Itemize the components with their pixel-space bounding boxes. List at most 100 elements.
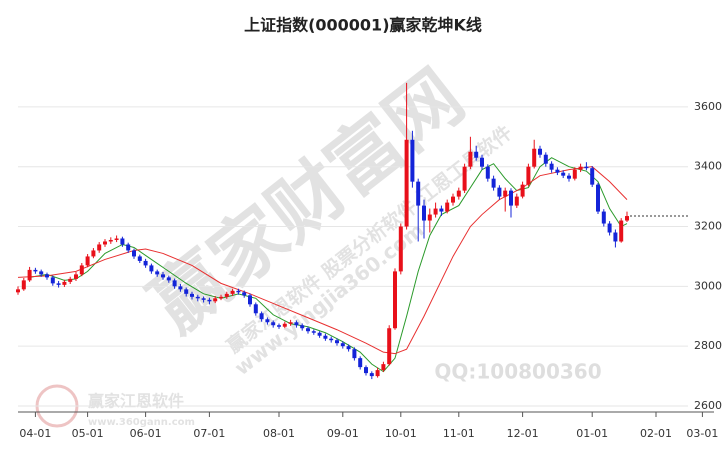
candle-body: [340, 343, 345, 347]
candle-body: [625, 216, 629, 221]
candle-body: [480, 157, 484, 167]
candle-body: [265, 319, 270, 323]
candle-body: [224, 293, 229, 297]
candle-body: [271, 322, 276, 326]
candle-body: [306, 328, 310, 332]
candle-body: [33, 269, 38, 272]
candle-body: [549, 163, 554, 170]
candle-body: [300, 325, 305, 329]
candle-body: [143, 260, 148, 266]
x-tick-label: 02-01: [640, 427, 672, 440]
candle-body: [543, 154, 548, 164]
candle-body: [248, 295, 252, 305]
candle-body: [439, 208, 444, 212]
x-tick-label: 10-01: [385, 427, 417, 440]
x-tick-label: 08-01: [263, 427, 295, 440]
candle-body: [219, 296, 223, 299]
candle-body: [288, 322, 293, 324]
y-tick-label: 2800: [694, 339, 722, 352]
candle-body: [132, 250, 136, 257]
y-tick-label: 3400: [694, 160, 722, 173]
y-tick-label: 3200: [694, 220, 722, 233]
candle-body: [97, 244, 102, 251]
candle-body: [375, 370, 380, 377]
candle-body: [166, 277, 171, 281]
candle-body: [445, 202, 450, 212]
candle-body: [155, 271, 160, 275]
y-tick-label: 3600: [694, 100, 722, 113]
plot: 2600 2800 3000 3200 3400 3600 04-01 05-01 06-01 0…: [16, 82, 722, 440]
candle-body: [213, 298, 218, 302]
candle-body: [601, 211, 606, 224]
candle-body: [294, 322, 299, 326]
candle-body: [68, 278, 73, 282]
watermark: QQ:100800360: [434, 360, 601, 384]
candle-body: [433, 208, 438, 215]
candle-body: [572, 169, 577, 179]
candle-body: [381, 364, 386, 371]
candle-body: [346, 346, 351, 350]
candle-body: [137, 256, 142, 261]
candle-body: [578, 166, 583, 170]
candle-body: [462, 166, 467, 191]
candle-body: [184, 289, 189, 294]
x-tick-label: 06-01: [130, 427, 162, 440]
candle-body: [329, 338, 334, 341]
candle-body: [253, 304, 258, 314]
candle-body: [282, 323, 287, 327]
candle-body: [85, 256, 90, 266]
candle-body: [114, 238, 119, 240]
candle-body: [74, 274, 78, 279]
x-tick-label: 11-01: [443, 427, 475, 440]
candle-body: [259, 313, 264, 320]
candle-body: [190, 293, 194, 297]
candle-body: [538, 148, 542, 155]
x-tick-label: 07-01: [193, 427, 225, 440]
candle-body: [323, 335, 328, 339]
candle-body: [491, 178, 496, 188]
candle-body: [317, 332, 322, 336]
candle-body: [427, 214, 432, 221]
candle-body: [474, 151, 479, 158]
candle-body: [62, 281, 67, 285]
candle-body: [607, 223, 612, 233]
x-tick-label: 05-01: [72, 427, 104, 440]
candle-body: [27, 269, 32, 281]
candle-body: [555, 169, 560, 173]
candle-body: [584, 166, 589, 169]
candle-body: [398, 226, 403, 272]
candle-body: [108, 239, 113, 242]
moving-average-line: [17, 166, 628, 355]
x-tick-label: 01-01: [576, 427, 608, 440]
candle-body: [311, 331, 316, 333]
candle-body: [56, 283, 61, 285]
candle-body: [520, 184, 525, 197]
candle-body: [393, 271, 397, 329]
candle-body: [126, 244, 131, 251]
candle-body: [352, 349, 357, 359]
candle-body: [120, 238, 125, 245]
x-tick-label: 09-01: [327, 427, 359, 440]
candle-body: [509, 190, 513, 206]
candle-body: [149, 265, 154, 272]
candle-body: [178, 286, 183, 290]
candle-body: [416, 181, 421, 206]
candle-body: [567, 175, 571, 179]
candle-body: [45, 274, 49, 278]
candle-body: [195, 296, 200, 299]
candle-body: [16, 289, 20, 293]
candle-body: [230, 290, 235, 294]
chart-title: 上证指数(000001)赢家乾坤K线: [244, 16, 482, 35]
candle-body: [364, 367, 368, 374]
moving-average-line: [29, 157, 628, 373]
candle-body: [468, 151, 473, 167]
candle-body: [456, 190, 461, 197]
candle-body: [277, 325, 281, 327]
candle-body: [358, 358, 363, 368]
candle-body: [369, 373, 374, 377]
candle-body: [410, 139, 415, 182]
candle-body: [79, 265, 84, 275]
candle-body: [236, 290, 241, 293]
